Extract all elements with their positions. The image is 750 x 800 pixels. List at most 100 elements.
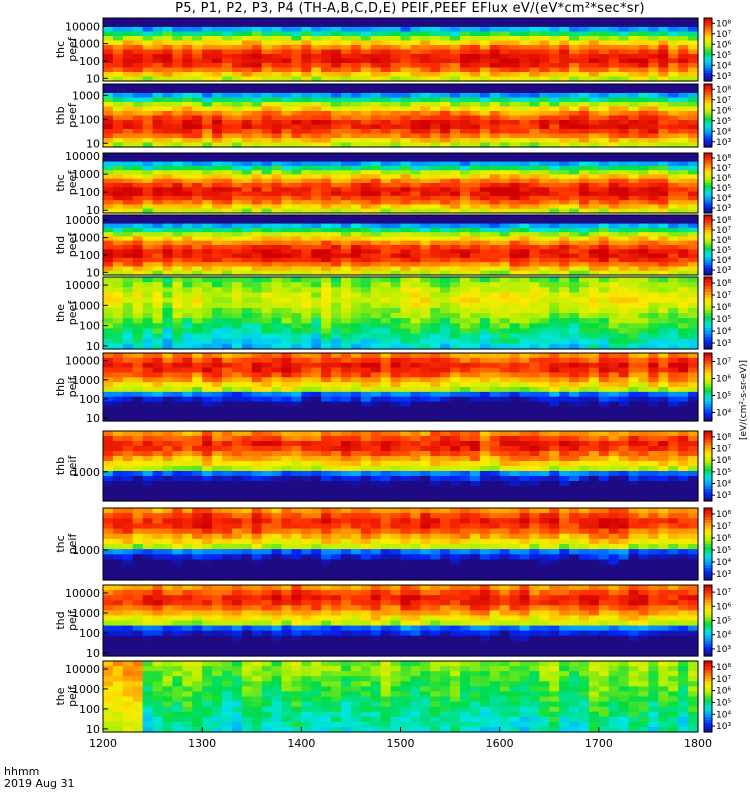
heat-cell xyxy=(440,200,451,206)
heat-cell xyxy=(668,333,679,340)
heat-cell xyxy=(241,165,253,171)
heat-cell xyxy=(350,266,362,272)
heat-cell xyxy=(271,406,283,412)
heat-cell xyxy=(410,391,421,398)
heat-cell xyxy=(162,377,174,383)
heat-cell xyxy=(489,115,501,121)
heat-cell xyxy=(688,178,699,184)
heat-cell xyxy=(618,153,630,158)
heat-cell xyxy=(222,367,233,374)
heat-cell xyxy=(311,232,322,238)
heat-cell xyxy=(668,84,679,90)
heat-cell xyxy=(638,204,650,210)
heat-cell xyxy=(152,195,164,201)
heat-cell xyxy=(668,111,679,117)
heat-cell xyxy=(192,102,203,108)
heat-cell xyxy=(569,282,580,288)
heat-cell xyxy=(658,58,669,64)
heat-cell xyxy=(112,170,124,176)
heat-cell xyxy=(112,406,124,412)
heat-cell xyxy=(261,49,273,55)
heat-cell xyxy=(588,200,600,206)
heat-cell xyxy=(350,165,362,171)
heat-cell xyxy=(569,31,580,37)
heat-cell xyxy=(291,411,302,417)
heat-cell xyxy=(400,357,412,364)
heat-cell xyxy=(291,36,302,42)
heat-cell xyxy=(390,372,402,378)
heat-cell xyxy=(380,367,392,374)
heat-cell xyxy=(241,191,253,197)
heat-cell xyxy=(569,124,580,130)
heat-cell xyxy=(360,266,372,272)
heat-cell xyxy=(222,76,233,82)
heat-cell xyxy=(172,401,183,408)
colorbar-segment xyxy=(704,340,712,344)
heat-cell xyxy=(301,195,312,201)
heat-cell xyxy=(569,270,580,276)
heat-cell xyxy=(291,343,302,350)
heat-cell xyxy=(678,27,689,33)
heat-cell xyxy=(162,97,174,103)
heat-cell xyxy=(341,161,352,167)
heat-cell xyxy=(549,302,560,309)
heat-cell xyxy=(122,97,134,103)
heat-cell xyxy=(588,49,600,55)
heat-cell xyxy=(638,124,650,130)
heat-cell xyxy=(331,204,342,210)
heat-cell xyxy=(212,27,223,33)
colorbar-segment xyxy=(704,215,712,219)
heat-cell xyxy=(628,27,640,33)
heat-cell xyxy=(380,323,392,330)
heat-cell xyxy=(202,124,213,130)
heat-cell xyxy=(152,318,164,324)
heat-cell xyxy=(341,72,352,78)
heat-cell xyxy=(579,282,590,288)
heat-cell xyxy=(301,97,312,103)
heat-cell xyxy=(152,307,164,314)
heat-cell xyxy=(350,63,362,69)
heat-cell xyxy=(430,157,441,163)
heat-cell xyxy=(638,262,650,268)
heat-cell xyxy=(172,357,183,364)
heat-cell xyxy=(400,232,412,238)
heat-cell xyxy=(112,391,124,398)
heat-cell xyxy=(460,102,471,108)
colorbar-segment xyxy=(704,136,712,140)
heat-cell xyxy=(410,170,421,176)
heat-cell xyxy=(539,257,550,263)
heat-cell xyxy=(122,88,134,94)
colorbar-segment xyxy=(704,112,712,117)
heat-cell xyxy=(390,328,402,335)
heat-cell xyxy=(301,183,312,188)
heat-cell xyxy=(410,191,421,197)
heat-cell xyxy=(440,287,451,294)
colorbar-segment xyxy=(704,94,712,98)
y-tick-label: 100 xyxy=(79,320,100,333)
heat-cell xyxy=(638,245,650,250)
heat-cell xyxy=(321,97,332,103)
heat-cell xyxy=(152,343,164,350)
heat-cell xyxy=(549,142,560,148)
heat-cell xyxy=(192,401,203,408)
heat-cell xyxy=(628,93,640,99)
heat-cell xyxy=(360,297,372,304)
heat-cell xyxy=(469,307,481,314)
heat-cell xyxy=(410,84,421,90)
heat-cell xyxy=(668,67,679,73)
heat-cell xyxy=(509,187,521,193)
heat-cell xyxy=(460,318,471,324)
heat-cell xyxy=(688,161,699,167)
heat-cell xyxy=(648,84,659,90)
heat-cell xyxy=(618,313,630,319)
colorbar-segment xyxy=(704,222,712,226)
heat-cell xyxy=(390,262,402,268)
heat-cell xyxy=(231,208,243,214)
heat-cell xyxy=(172,124,183,130)
y-axis-label: the xyxy=(54,304,67,322)
heat-cell xyxy=(241,333,253,340)
heat-cell xyxy=(311,97,322,103)
heat-cell xyxy=(261,142,273,148)
heat-cell xyxy=(549,115,560,121)
heat-cell xyxy=(688,313,699,319)
